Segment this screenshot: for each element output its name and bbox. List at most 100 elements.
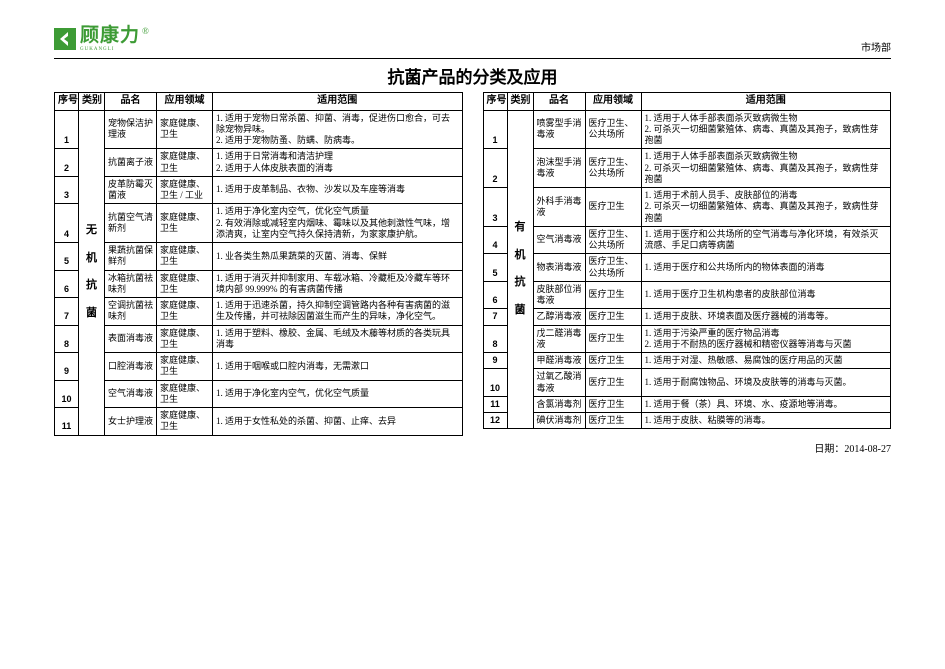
cell-idx: 2 bbox=[55, 149, 79, 177]
cell-scope: 1. 适用于术前人员手、皮肤部位的消毒2. 可杀灭一切细菌繁殖体、病毒、真菌及其… bbox=[641, 188, 891, 227]
cell-idx: 2 bbox=[483, 149, 507, 188]
cell-name: 喷雾型手消毒液 bbox=[533, 110, 585, 149]
col-idx-header: 序号 bbox=[55, 93, 79, 111]
cell-scope: 1. 适用于人体手部表面杀灭致病微生物2. 可杀灭一切细菌繁殖体、病毒、真菌及其… bbox=[641, 149, 891, 188]
cell-field: 医疗卫生、公共场所 bbox=[585, 254, 641, 282]
cell-idx: 3 bbox=[55, 176, 79, 204]
cell-name: 皮革防霉灭菌液 bbox=[105, 176, 157, 204]
cell-field: 医疗卫生 bbox=[585, 369, 641, 397]
cell-name: 表面消毒液 bbox=[105, 325, 157, 353]
cell-field: 医疗卫生 bbox=[585, 309, 641, 325]
table-row: 5果蔬抗菌保鲜剂家庭健康、卫生1. 业各类生熟瓜果蔬菜的灭菌、消毒、保鲜 bbox=[55, 243, 463, 271]
cell-idx: 9 bbox=[483, 353, 507, 369]
cell-idx: 6 bbox=[55, 270, 79, 298]
table-row: 9口腔消毒液家庭健康、卫生1. 适用于咽喉或口腔内消毒，无需漱口 bbox=[55, 353, 463, 381]
cell-idx: 8 bbox=[483, 325, 507, 353]
cell-scope: 1. 适用于日常消毒和清洁护理2. 适用于人体皮肤表面的消毒 bbox=[213, 149, 463, 177]
cell-name: 物表消毒液 bbox=[533, 254, 585, 282]
col-cat-header: 类别 bbox=[507, 93, 533, 111]
cell-name: 宠物保洁护理液 bbox=[105, 110, 157, 149]
cell-field: 家庭健康、卫生 bbox=[157, 149, 213, 177]
cell-name: 冰箱抗菌祛味剂 bbox=[105, 270, 157, 298]
cell-field: 家庭健康、卫生 bbox=[157, 243, 213, 271]
cell-category: 无机抗菌 bbox=[79, 110, 105, 435]
logo-mark-icon bbox=[54, 28, 76, 50]
cell-idx: 8 bbox=[55, 325, 79, 353]
footer-date: 2014-08-27 bbox=[844, 444, 891, 455]
table-row: 3皮革防霉灭菌液家庭健康、卫生 / 工业1. 适用于皮革制品、衣物、沙发以及车座… bbox=[55, 176, 463, 204]
cell-field: 家庭健康、卫生 bbox=[157, 408, 213, 436]
cell-idx: 1 bbox=[55, 110, 79, 149]
table-row: 7空调抗菌祛味剂家庭健康、卫生1. 适用于迅速杀菌，持久抑制空调管路内各种有害病… bbox=[55, 298, 463, 326]
cell-field: 医疗卫生、公共场所 bbox=[585, 149, 641, 188]
table-row: 1无机抗菌宠物保洁护理液家庭健康、卫生1. 适用于宠物日常杀菌、抑菌、消毒，促进… bbox=[55, 110, 463, 149]
right-table-pane: 序号 类别 品名 应用领域 适用范围 1有机抗菌喷雾型手消毒液医疗卫生、公共场所… bbox=[483, 92, 892, 436]
cell-name: 空气消毒液 bbox=[533, 226, 585, 254]
cell-name: 口腔消毒液 bbox=[105, 353, 157, 381]
col-field-header: 应用领域 bbox=[157, 93, 213, 111]
cell-field: 医疗卫生 bbox=[585, 413, 641, 429]
header-row: 顾康力 ® GUKANGLI 市场部 bbox=[54, 26, 891, 52]
cell-idx: 11 bbox=[483, 396, 507, 412]
table-header-row: 序号 类别 品名 应用领域 适用范围 bbox=[483, 93, 891, 111]
header-rule bbox=[54, 58, 891, 59]
cell-idx: 7 bbox=[55, 298, 79, 326]
cell-idx: 1 bbox=[483, 110, 507, 149]
cell-field: 医疗卫生 bbox=[585, 325, 641, 353]
cell-field: 家庭健康、卫生 bbox=[157, 270, 213, 298]
cell-name: 空调抗菌祛味剂 bbox=[105, 298, 157, 326]
logo-text: 顾康力 bbox=[80, 26, 140, 45]
col-name-header: 品名 bbox=[105, 93, 157, 111]
cell-scope: 1. 适用于人体手部表面杀灭致病微生物2. 可杀灭一切细菌繁殖体、病毒、真菌及其… bbox=[641, 110, 891, 149]
table-header-row: 序号 类别 品名 应用领域 适用范围 bbox=[55, 93, 463, 111]
table-row: 2抗菌离子液家庭健康、卫生1. 适用于日常消毒和清洁护理2. 适用于人体皮肤表面… bbox=[55, 149, 463, 177]
cell-name: 甲醛消毒液 bbox=[533, 353, 585, 369]
cell-idx: 3 bbox=[483, 188, 507, 227]
cell-scope: 1. 适用于净化室内空气，优化空气质量 bbox=[213, 380, 463, 408]
cell-name: 碘伏消毒剂 bbox=[533, 413, 585, 429]
table-row: 4抗菌空气清新剂家庭健康、卫生1. 适用于净化室内空气，优化空气质量2. 有效消… bbox=[55, 204, 463, 243]
cell-scope: 1. 适用于污染严重的医疗物品消毒2. 适用于不耐热的医疗器械和精密仪器等消毒与… bbox=[641, 325, 891, 353]
col-name-header: 品名 bbox=[533, 93, 585, 111]
table-row: 8表面消毒液家庭健康、卫生1. 适用于塑料、橡胶、金属、毛绒及木藤等材质的各类玩… bbox=[55, 325, 463, 353]
department-label: 市场部 bbox=[861, 39, 891, 54]
cell-scope: 1. 适用于塑料、橡胶、金属、毛绒及木藤等材质的各类玩具消毒 bbox=[213, 325, 463, 353]
cell-idx: 11 bbox=[55, 408, 79, 436]
cell-idx: 10 bbox=[483, 369, 507, 397]
cell-field: 家庭健康、卫生 bbox=[157, 380, 213, 408]
logo-text-block: 顾康力 ® GUKANGLI bbox=[80, 26, 149, 52]
cell-scope: 1. 适用于宠物日常杀菌、抑菌、消毒，促进伤口愈合，可去除宠物异味。2. 适用于… bbox=[213, 110, 463, 149]
cell-idx: 6 bbox=[483, 281, 507, 309]
table-row: 11含氯消毒剂医疗卫生1. 适用于餐（茶）具、环境、水、疫源地等消毒。 bbox=[483, 396, 891, 412]
cell-field: 医疗卫生、公共场所 bbox=[585, 226, 641, 254]
table-row: 2泡沫型手消毒液医疗卫生、公共场所1. 适用于人体手部表面杀灭致病微生物2. 可… bbox=[483, 149, 891, 188]
cell-field: 家庭健康、卫生 bbox=[157, 110, 213, 149]
footer-date-label: 日期： bbox=[814, 444, 844, 455]
cell-name: 空气消毒液 bbox=[105, 380, 157, 408]
cell-field: 医疗卫生、公共场所 bbox=[585, 110, 641, 149]
cell-field: 医疗卫生 bbox=[585, 353, 641, 369]
cell-field: 医疗卫生 bbox=[585, 281, 641, 309]
cell-scope: 1. 适用于净化室内空气，优化空气质量2. 有效消除或减轻室内烟味、霉味以及其他… bbox=[213, 204, 463, 243]
table-row: 12碘伏消毒剂医疗卫生1. 适用于皮肤、粘膜等的消毒。 bbox=[483, 413, 891, 429]
col-field-header: 应用领域 bbox=[585, 93, 641, 111]
table-row: 1有机抗菌喷雾型手消毒液医疗卫生、公共场所1. 适用于人体手部表面杀灭致病微生物… bbox=[483, 110, 891, 149]
col-idx-header: 序号 bbox=[483, 93, 507, 111]
cell-name: 皮肤部位消毒液 bbox=[533, 281, 585, 309]
cell-scope: 1. 适用于医疗和公共场所的空气消毒与净化环境，有效杀灭流感、手足口病等病菌 bbox=[641, 226, 891, 254]
table-row: 5物表消毒液医疗卫生、公共场所1. 适用于医疗和公共场所内的物体表面的消毒 bbox=[483, 254, 891, 282]
cell-name: 乙醇消毒液 bbox=[533, 309, 585, 325]
table-row: 6皮肤部位消毒液医疗卫生1. 适用于医疗卫生机构患者的皮肤部位消毒 bbox=[483, 281, 891, 309]
table-row: 11女士护理液家庭健康、卫生1. 适用于女性私处的杀菌、抑菌、止痒、去异 bbox=[55, 408, 463, 436]
cell-scope: 1. 适用于餐（茶）具、环境、水、疫源地等消毒。 bbox=[641, 396, 891, 412]
cell-scope: 1. 适用于迅速杀菌，持久抑制空调管路内各种有害病菌的滋生及传播，并可祛除因菌滋… bbox=[213, 298, 463, 326]
cell-scope: 1. 适用于皮肤、环境表面及医疗器械的消毒等。 bbox=[641, 309, 891, 325]
cell-idx: 9 bbox=[55, 353, 79, 381]
cell-idx: 4 bbox=[483, 226, 507, 254]
cell-idx: 4 bbox=[55, 204, 79, 243]
cell-idx: 12 bbox=[483, 413, 507, 429]
footer: 日期：2014-08-27 bbox=[54, 440, 891, 455]
col-scope-header: 适用范围 bbox=[213, 93, 463, 111]
table-row: 6冰箱抗菌祛味剂家庭健康、卫生1. 适用于消灭并抑制家用、车载冰箱、冷藏柜及冷藏… bbox=[55, 270, 463, 298]
cell-scope: 1. 适用于咽喉或口腔内消毒，无需漱口 bbox=[213, 353, 463, 381]
